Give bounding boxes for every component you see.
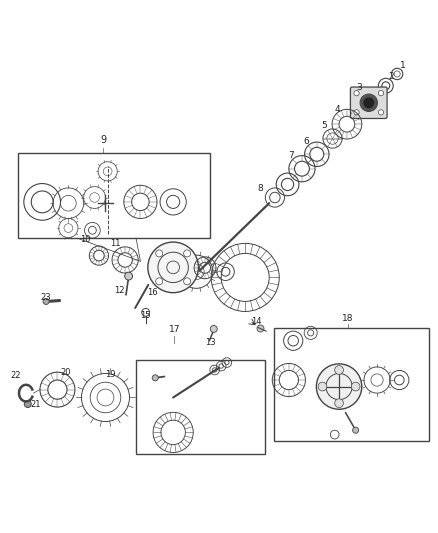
Bar: [136, 360, 265, 454]
Circle shape: [353, 427, 359, 433]
Circle shape: [354, 91, 359, 96]
Text: 18: 18: [342, 314, 353, 323]
Circle shape: [354, 110, 359, 115]
FancyBboxPatch shape: [350, 87, 387, 118]
Circle shape: [148, 242, 198, 293]
Text: 22: 22: [11, 371, 21, 380]
Circle shape: [24, 400, 31, 408]
Text: 2: 2: [389, 72, 394, 81]
Circle shape: [330, 430, 339, 439]
Circle shape: [360, 94, 378, 111]
Circle shape: [155, 278, 162, 285]
Circle shape: [142, 309, 150, 316]
Text: 8: 8: [258, 184, 263, 193]
Text: 14: 14: [251, 317, 262, 326]
Circle shape: [155, 250, 162, 257]
Circle shape: [351, 382, 360, 391]
Text: 17: 17: [169, 325, 180, 334]
Text: 21: 21: [30, 400, 41, 409]
Circle shape: [125, 272, 133, 280]
Text: 6: 6: [304, 138, 309, 147]
Text: 4: 4: [334, 104, 340, 114]
Circle shape: [316, 364, 362, 409]
Circle shape: [378, 110, 384, 115]
Circle shape: [43, 298, 49, 304]
Text: 5: 5: [321, 122, 327, 130]
Circle shape: [335, 366, 343, 374]
Circle shape: [378, 91, 384, 96]
Text: 15: 15: [141, 311, 151, 320]
Text: 7: 7: [288, 151, 294, 160]
Text: 23: 23: [40, 293, 51, 302]
Text: 13: 13: [205, 338, 215, 348]
Circle shape: [152, 375, 158, 381]
Text: 20: 20: [60, 368, 71, 376]
Text: 9: 9: [100, 135, 106, 145]
Circle shape: [184, 250, 191, 257]
Bar: [274, 328, 428, 441]
Text: 12: 12: [114, 286, 125, 295]
Text: 10: 10: [80, 235, 90, 244]
Bar: [18, 153, 210, 238]
Circle shape: [335, 399, 343, 408]
Text: 3: 3: [356, 83, 362, 92]
Circle shape: [184, 278, 191, 285]
Circle shape: [210, 326, 217, 333]
Circle shape: [363, 97, 374, 108]
Circle shape: [257, 325, 264, 332]
Text: 11: 11: [110, 239, 120, 248]
Text: 19: 19: [105, 370, 115, 379]
Text: 1: 1: [400, 61, 406, 70]
Text: 16: 16: [147, 288, 158, 297]
Circle shape: [318, 382, 327, 391]
